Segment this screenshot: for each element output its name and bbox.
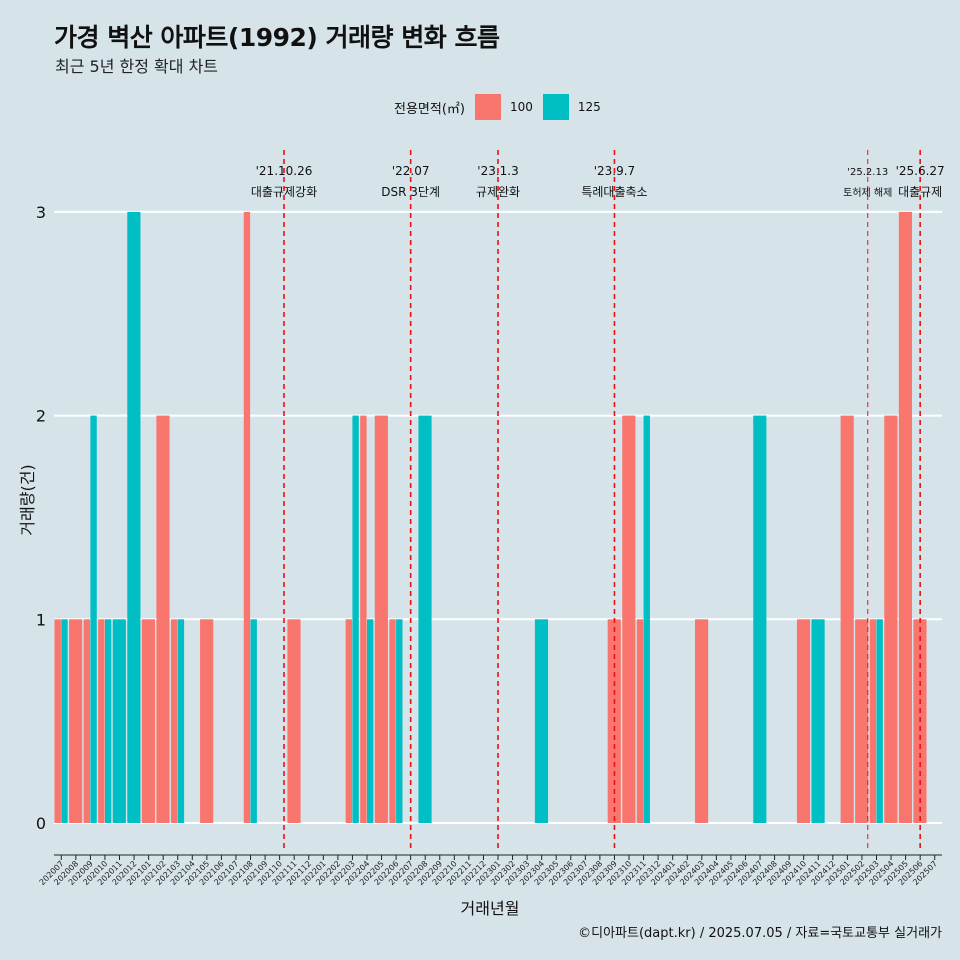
legend-item-100: 100 (474, 94, 533, 120)
bar-100-202203 (345, 619, 353, 823)
source-caption: ©디아파트(dapt.kr) / 2025.07.05 / 자료=국토교통부 실… (578, 926, 942, 941)
legend: 전용면적(㎡) 100 125 (394, 94, 611, 120)
bar-100-202111 (287, 619, 301, 823)
bar-125-202012 (127, 211, 141, 823)
bar-100-202502 (855, 619, 869, 823)
bar-100-202007 (54, 619, 61, 823)
bar-100-202505 (898, 211, 912, 823)
bar-100-202009 (83, 619, 90, 823)
bar-100-202205 (374, 415, 388, 823)
bar-125-202103 (177, 619, 185, 823)
bar-125-202203 (352, 415, 359, 823)
bar-100-202108 (243, 211, 251, 823)
bar-100-202102 (156, 415, 170, 823)
event-date-1: '22.07 (392, 164, 430, 178)
y-tick-label-2: 2 (36, 407, 46, 426)
bar-125-202411 (811, 619, 825, 823)
bar-125-202503 (876, 619, 883, 823)
event-date-3: '23.9.7 (594, 164, 635, 178)
bar-100-202204 (360, 415, 367, 823)
y-tick-label-0: 0 (36, 814, 46, 833)
bar-100-202311 (636, 619, 644, 823)
bar-100-202410 (796, 619, 811, 823)
legend-swatch-125 (542, 94, 569, 120)
event-label-2: 규제완화 (476, 185, 520, 199)
y-tick-label-1: 1 (36, 610, 46, 629)
bar-125-202009 (90, 415, 97, 823)
bar-100-202105 (200, 619, 214, 823)
bar-125-202206 (396, 619, 403, 823)
legend-item-125: 125 (542, 94, 601, 120)
bar-125-202007 (61, 619, 68, 823)
bar-125-202011 (112, 619, 126, 823)
bar-125-202208 (418, 415, 432, 823)
x-axis-title: 거래년월 (461, 899, 520, 918)
bar-100-202504 (884, 415, 898, 823)
y-axis-title: 거래량(건) (18, 464, 37, 535)
event-label-0: 대출규제강화 (251, 185, 317, 199)
event-date-4: '25.2.13 (847, 167, 888, 178)
legend-label-125: 125 (577, 100, 601, 114)
legend-title: 전용면적(㎡) (394, 101, 465, 117)
chart-title: 가경 벽산 아파트(1992) 거래량 변화 흐름 (54, 23, 500, 52)
bar-100-202103 (170, 619, 178, 823)
bar-125-202407 (753, 415, 767, 823)
y-tick-label-3: 3 (36, 203, 46, 222)
bar-100-202310 (622, 415, 636, 823)
bar-125-202304 (534, 619, 549, 823)
event-label-3: 특례대출축소 (581, 185, 647, 199)
bar-100-202403 (695, 619, 709, 823)
event-date-0: '21.10.26 (256, 164, 313, 178)
event-label-4: 토허제 해제 (843, 186, 892, 199)
event-date-5: '25.6.27 (896, 164, 945, 178)
bar-125-202108 (250, 619, 257, 823)
bar-100-202206 (389, 619, 396, 823)
bar-100-202008 (69, 619, 83, 823)
event-label-5: 대출규제 (898, 185, 942, 199)
bar-100-202501 (840, 415, 854, 823)
bar-125-202204 (366, 619, 374, 823)
bar-125-202010 (104, 619, 112, 823)
legend-swatch-100 (474, 94, 501, 120)
event-label-1: DSR 3단계 (381, 185, 440, 199)
bar-100-202503 (869, 619, 877, 823)
bar-125-202311 (643, 415, 650, 823)
legend-label-100: 100 (509, 100, 533, 114)
bar-100-202101 (141, 619, 156, 823)
chart-subtitle: 최근 5년 한정 확대 차트 (55, 57, 219, 76)
event-date-2: '23.1.3 (477, 164, 518, 178)
bar-100-202010 (98, 619, 105, 823)
